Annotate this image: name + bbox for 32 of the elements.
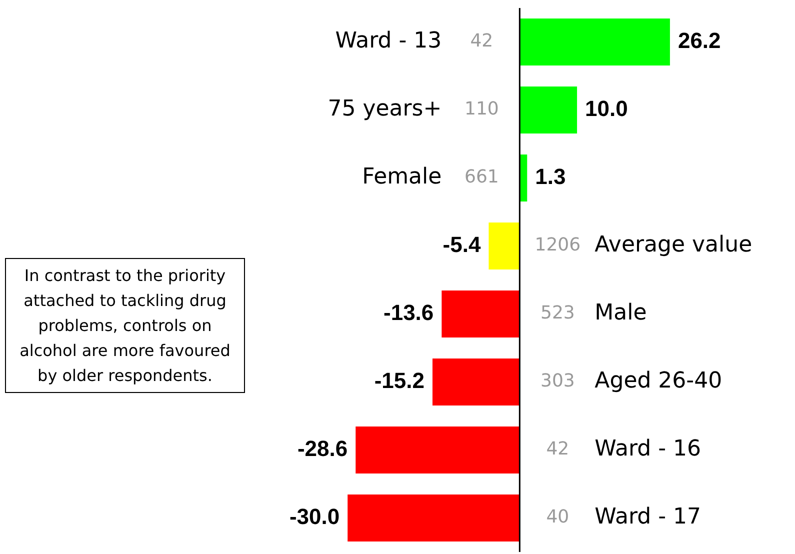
text: In contrast to the priority attached to tackling drug problems, controls on alcohol are more favoured by older respondents. [5, 258, 245, 393]
data-label: -28.6 [297, 436, 348, 462]
bar [520, 18, 670, 66]
annotation: 42 [470, 30, 494, 52]
bar [488, 222, 520, 270]
data-label: -15.2 [374, 368, 424, 394]
y-tick-label: Average value [594, 232, 752, 258]
annotation: 303 [540, 370, 575, 392]
bar [356, 426, 520, 474]
data-label: -13.6 [384, 300, 434, 326]
y-tick-label: Aged 26-40 [594, 368, 722, 394]
annotation: 1206 [534, 234, 581, 256]
y-tick-label: Ward - 17 [594, 504, 702, 530]
y-tick-label: Ward - 16 [594, 436, 702, 462]
data-label: 1.3 [535, 164, 566, 190]
annotation: 110 [464, 98, 499, 120]
annotation: 523 [540, 302, 575, 324]
annotation: 42 [546, 438, 570, 460]
y-tick-label: Ward - 13 [335, 28, 442, 54]
bar [348, 494, 520, 542]
data-label: -30.0 [289, 504, 340, 530]
bar [520, 86, 578, 134]
annotation: 661 [464, 166, 499, 188]
data-label: 10.0 [585, 96, 628, 122]
data-label: -5.4 [442, 232, 482, 258]
y-tick-label: 75 years+ [328, 96, 442, 122]
annotation: 40 [546, 506, 570, 528]
y-tick-label: Female [362, 164, 442, 190]
bar [442, 290, 520, 338]
data-label: 26.2 [678, 28, 721, 54]
bar [432, 358, 520, 406]
y-tick-label: Male [594, 300, 647, 326]
